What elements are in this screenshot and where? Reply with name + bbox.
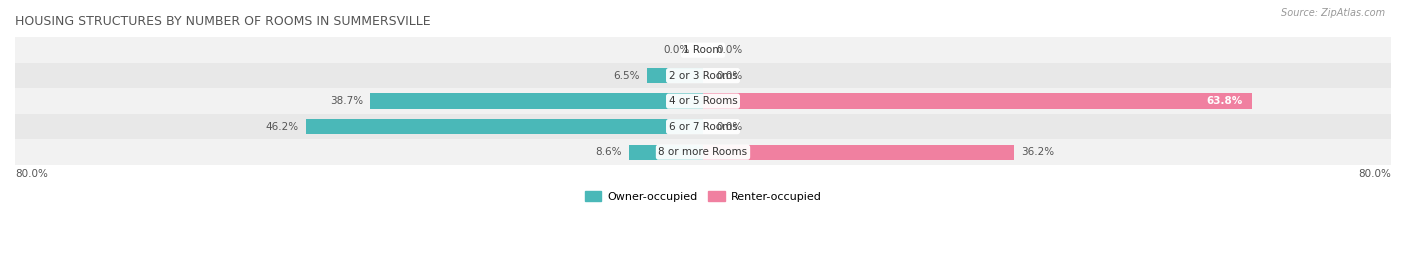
Text: 80.0%: 80.0% [1358, 169, 1391, 179]
Bar [703, 93, 1251, 109]
Bar [0, 114, 1406, 139]
Bar [370, 93, 703, 109]
Legend: Owner-occupied, Renter-occupied: Owner-occupied, Renter-occupied [581, 187, 825, 206]
Text: 80.0%: 80.0% [15, 169, 48, 179]
Text: 0.0%: 0.0% [664, 45, 690, 55]
Text: 0.0%: 0.0% [716, 71, 742, 81]
Text: HOUSING STRUCTURES BY NUMBER OF ROOMS IN SUMMERSVILLE: HOUSING STRUCTURES BY NUMBER OF ROOMS IN… [15, 15, 430, 28]
Bar [0, 88, 1406, 114]
Text: 0.0%: 0.0% [716, 45, 742, 55]
Bar [305, 119, 703, 134]
Bar [628, 144, 703, 160]
Bar [703, 144, 1014, 160]
Text: 0.0%: 0.0% [716, 122, 742, 132]
Text: 2 or 3 Rooms: 2 or 3 Rooms [669, 71, 737, 81]
Text: Source: ZipAtlas.com: Source: ZipAtlas.com [1281, 8, 1385, 18]
Text: 4 or 5 Rooms: 4 or 5 Rooms [669, 96, 737, 106]
Text: 36.2%: 36.2% [1021, 147, 1054, 157]
Bar [647, 68, 703, 83]
Text: 38.7%: 38.7% [330, 96, 363, 106]
Text: 6 or 7 Rooms: 6 or 7 Rooms [669, 122, 737, 132]
Text: 8.6%: 8.6% [596, 147, 623, 157]
Text: 6.5%: 6.5% [614, 71, 640, 81]
Bar [0, 37, 1406, 63]
Text: 8 or more Rooms: 8 or more Rooms [658, 147, 748, 157]
Bar [0, 63, 1406, 88]
Text: 1 Room: 1 Room [683, 45, 723, 55]
Bar [0, 139, 1406, 165]
Text: 46.2%: 46.2% [266, 122, 299, 132]
Text: 63.8%: 63.8% [1206, 96, 1243, 106]
